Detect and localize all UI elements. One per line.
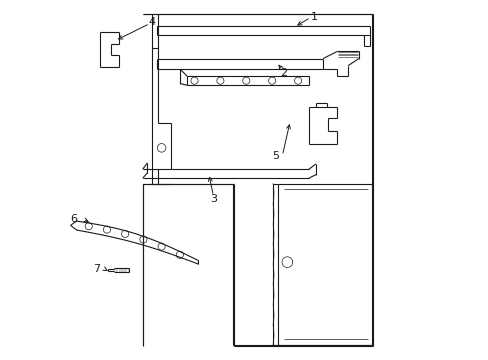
Text: 5: 5	[272, 151, 279, 161]
Text: 4: 4	[148, 17, 155, 27]
Text: 7: 7	[93, 264, 100, 274]
Text: 3: 3	[210, 194, 217, 203]
Text: 6: 6	[71, 214, 78, 224]
Text: 2: 2	[280, 68, 287, 78]
Text: 1: 1	[310, 13, 317, 22]
